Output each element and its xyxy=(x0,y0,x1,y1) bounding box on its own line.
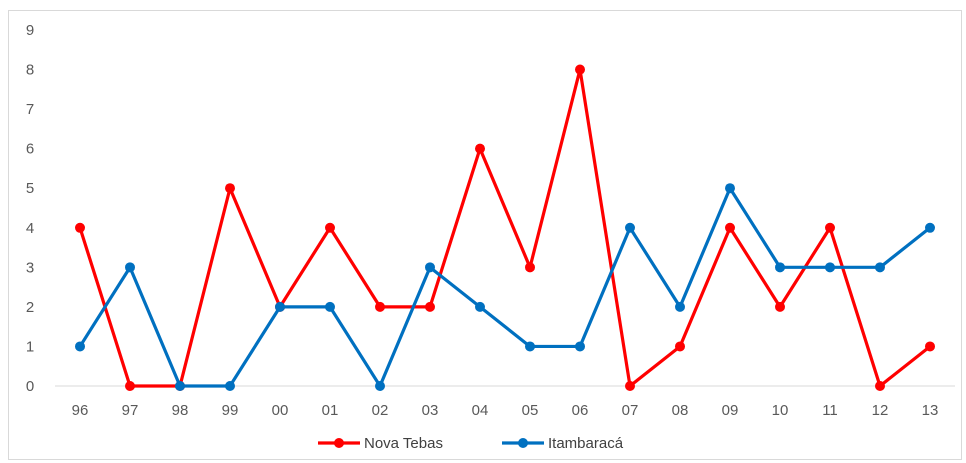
legend-label: Nova Tebas xyxy=(364,435,443,452)
data-point xyxy=(775,301,785,312)
data-point xyxy=(475,301,485,312)
y-tick-label: 0 xyxy=(26,378,34,395)
data-point xyxy=(575,64,585,75)
x-tick-label: 07 xyxy=(622,402,639,419)
data-point xyxy=(125,381,135,391)
y-tick-label: 3 xyxy=(26,259,34,276)
data-point xyxy=(625,222,635,233)
x-tick-label: 13 xyxy=(922,402,939,419)
y-tick-label: 7 xyxy=(26,101,34,118)
data-point xyxy=(75,341,85,352)
x-tick-label: 01 xyxy=(322,402,339,419)
data-point xyxy=(325,222,335,233)
data-point xyxy=(825,222,835,233)
y-tick-label: 9 xyxy=(26,22,34,39)
legend: Nova Tebas Itambaracá xyxy=(318,435,624,452)
data-point xyxy=(725,183,735,194)
data-point xyxy=(875,381,885,391)
series-line xyxy=(78,186,931,388)
x-tick-label: 12 xyxy=(872,402,889,419)
x-tick-label: 05 xyxy=(522,402,539,419)
data-point xyxy=(375,381,385,391)
data-point xyxy=(825,262,835,273)
x-tick-label: 08 xyxy=(672,402,689,419)
data-point xyxy=(925,341,935,352)
y-tick-label: 4 xyxy=(26,220,34,237)
data-point xyxy=(225,183,235,194)
x-axis-ticks: 96 97 98 99 00 01 02 03 04 05 06 07 08 09 10 11 12 13 xyxy=(72,402,939,419)
x-tick-label: 02 xyxy=(372,402,389,419)
data-point xyxy=(675,301,685,312)
legend-item: Itambaracá xyxy=(502,435,624,452)
legend-marker xyxy=(518,438,528,448)
data-point xyxy=(725,222,735,233)
series-nova-tebas xyxy=(75,64,935,391)
x-tick-label: 04 xyxy=(472,402,489,419)
data-point xyxy=(425,301,435,312)
data-point xyxy=(575,341,585,352)
data-point xyxy=(925,222,935,233)
x-tick-label: 97 xyxy=(122,402,139,419)
y-tick-label: 1 xyxy=(26,338,34,355)
x-tick-label: 98 xyxy=(172,402,189,419)
x-tick-label: 06 xyxy=(572,402,589,419)
series-line xyxy=(78,67,931,388)
y-tick-label: 8 xyxy=(26,62,34,79)
y-axis-ticks: 0 1 2 3 4 5 6 7 8 9 xyxy=(26,22,34,395)
data-point xyxy=(225,381,235,391)
x-tick-label: 09 xyxy=(722,402,739,419)
data-point xyxy=(875,262,885,273)
y-tick-label: 2 xyxy=(26,299,34,316)
x-tick-label: 99 xyxy=(222,402,239,419)
data-point xyxy=(675,341,685,352)
x-tick-label: 00 xyxy=(272,402,289,419)
data-point xyxy=(275,301,285,312)
data-point xyxy=(525,341,535,352)
series-layer xyxy=(75,64,935,391)
x-tick-label: 03 xyxy=(422,402,439,419)
x-tick-label: 96 xyxy=(72,402,89,419)
data-point xyxy=(525,262,535,273)
legend-marker xyxy=(334,438,344,448)
data-point xyxy=(475,143,485,154)
data-point xyxy=(125,262,135,273)
x-tick-label: 11 xyxy=(822,402,838,419)
data-point xyxy=(425,262,435,273)
legend-label: Itambaracá xyxy=(548,435,624,452)
data-point xyxy=(375,301,385,312)
y-tick-label: 5 xyxy=(26,180,34,197)
data-point xyxy=(175,381,185,391)
y-tick-label: 6 xyxy=(26,141,34,158)
data-point xyxy=(325,301,335,312)
data-point xyxy=(75,222,85,233)
data-point xyxy=(625,381,635,391)
legend-item: Nova Tebas xyxy=(318,435,443,452)
series-itambaraca xyxy=(75,183,935,391)
data-point xyxy=(775,262,785,273)
x-tick-label: 10 xyxy=(772,402,789,419)
